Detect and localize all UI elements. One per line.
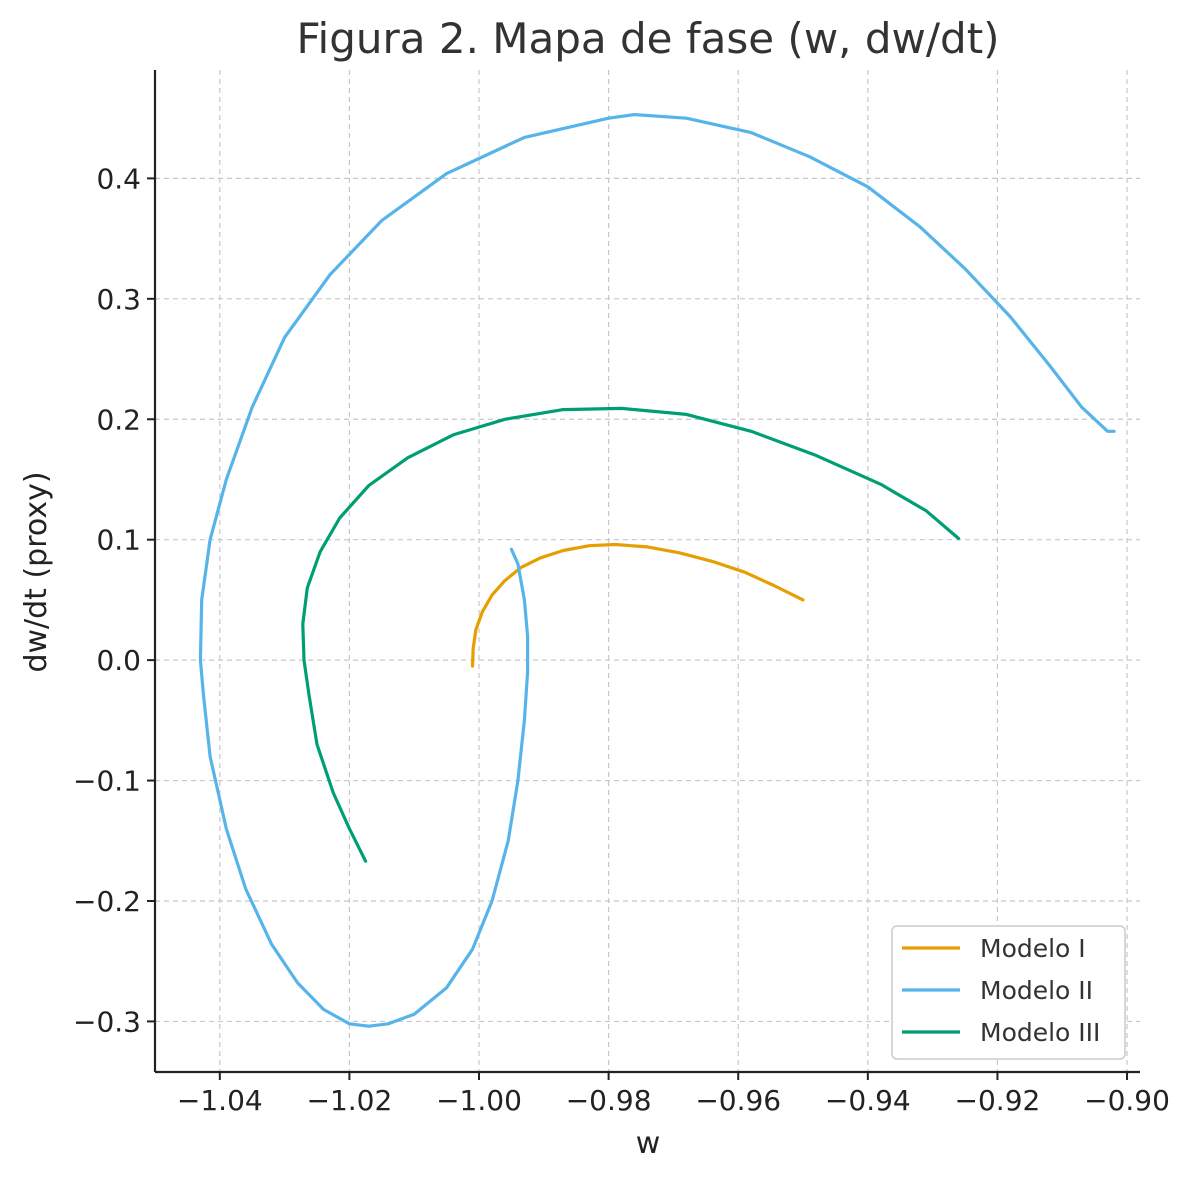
legend: Modelo I Modelo II Modelo III — [891, 925, 1126, 1060]
chart-title: Figura 2. Mapa de fase (w, dw/dt) — [296, 14, 999, 63]
x-tick-label: −0.98 — [566, 1084, 652, 1117]
y-tick-label: −0.3 — [73, 1005, 141, 1038]
y-tick-label: 0.1 — [96, 524, 141, 557]
x-tick-label: −1.04 — [177, 1084, 263, 1117]
y-tick-label: −0.1 — [73, 765, 141, 798]
series-line-1 — [470, 542, 805, 668]
y-tick-label: −0.2 — [73, 885, 141, 918]
y-axis-label: dw/dt (proxy) — [19, 471, 54, 672]
y-tick-label: 0.2 — [96, 403, 141, 436]
x-tick-label: −1.02 — [307, 1084, 393, 1117]
x-tick-label: −1.00 — [436, 1084, 522, 1117]
series-lines — [198, 113, 1116, 1028]
x-tick-label: −0.92 — [955, 1084, 1041, 1117]
x-tick-label: −0.96 — [695, 1084, 781, 1117]
x-tick-label: −0.94 — [825, 1084, 911, 1117]
y-tick-label: 0.0 — [96, 644, 141, 677]
y-tick-label: 0.4 — [96, 162, 141, 195]
legend-label: Modelo I — [980, 934, 1086, 963]
legend-label: Modelo II — [980, 976, 1093, 1005]
tick-labels: −1.04 −1.02 −1.00 −0.98 −0.96 −0.94 −0.92 −0.90… — [73, 162, 1170, 1117]
x-tick-label: −0.90 — [1084, 1084, 1170, 1117]
legend-box — [891, 925, 1126, 1060]
series-line-2 — [198, 113, 1116, 1028]
y-tick-label: 0.3 — [96, 283, 141, 316]
legend-label: Modelo III — [980, 1018, 1100, 1047]
grid-lines — [155, 70, 1140, 1072]
x-axis-label: w — [636, 1126, 661, 1161]
series-line-3 — [301, 406, 961, 863]
axes — [147, 70, 1140, 1080]
